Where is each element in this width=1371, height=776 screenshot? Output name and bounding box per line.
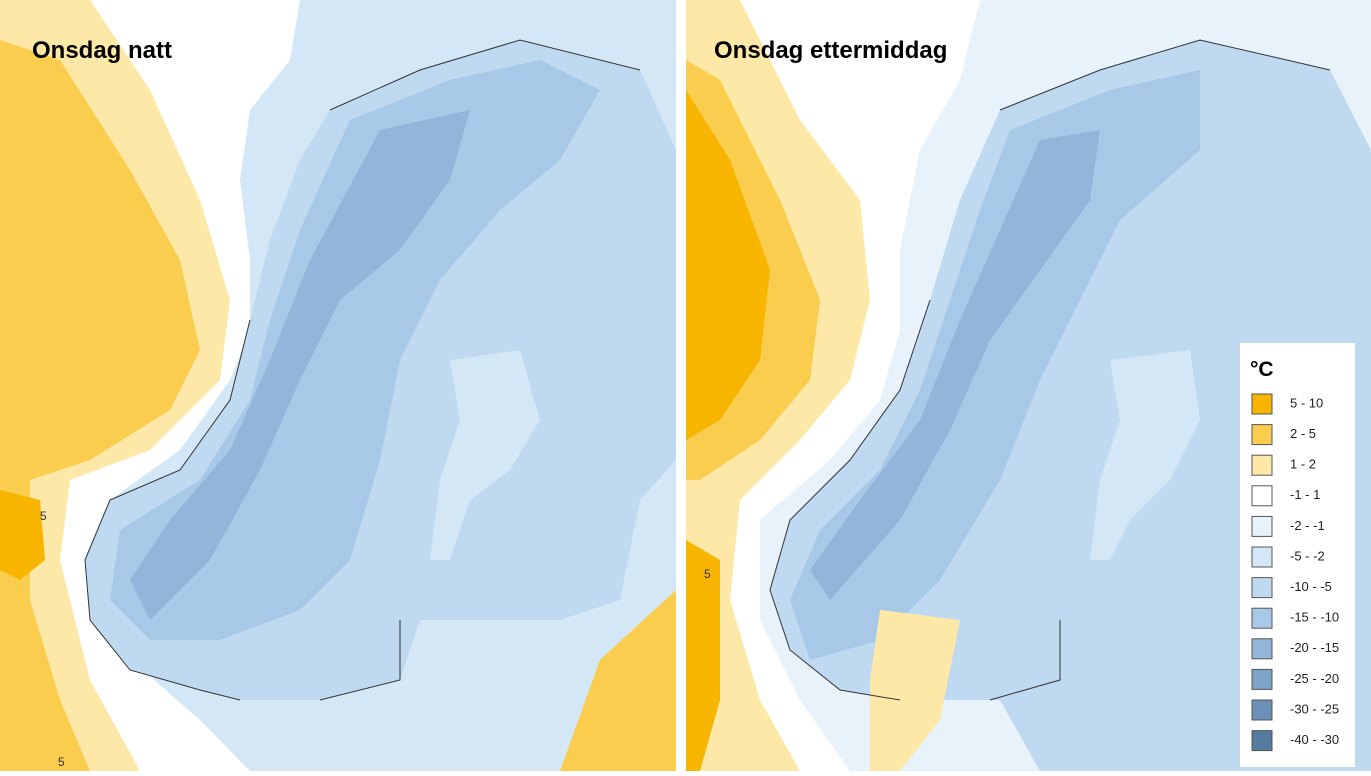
legend-label: -15 - -10 xyxy=(1290,610,1339,625)
coastline xyxy=(84,39,641,701)
coastline xyxy=(769,39,1331,701)
legend-swatch xyxy=(1251,730,1273,752)
legend-label: -30 - -25 xyxy=(1290,701,1339,716)
panel-title: Onsdag ettermiddag xyxy=(714,37,947,64)
legend: °C 5 - 10 2 - 5 1 - 2 -1 - 1 -2 - -1 -5 - -2 -… xyxy=(1240,343,1355,767)
map-panel: Onsdag natt 5 5 xyxy=(0,0,676,771)
zone-warmer xyxy=(560,590,676,771)
legend-label: 2 - 5 xyxy=(1290,426,1316,441)
legend-label: 5 - 10 xyxy=(1290,395,1323,410)
legend-swatch xyxy=(1251,699,1273,721)
panel-title: Onsdag natt xyxy=(32,37,172,64)
legend-swatch xyxy=(1251,546,1273,568)
contour-label: 5 xyxy=(58,755,65,769)
legend-label: -25 - -20 xyxy=(1290,671,1339,686)
legend-label: -10 - -5 xyxy=(1290,579,1332,594)
legend-label: -1 - 1 xyxy=(1290,487,1320,502)
legend-swatch xyxy=(1251,454,1273,476)
gulf-of-bothnia xyxy=(1090,350,1200,560)
legend-label: -2 - -1 xyxy=(1290,518,1325,533)
zone-warmest xyxy=(686,540,720,771)
legend-swatch xyxy=(1251,577,1273,599)
legend-swatch xyxy=(1251,607,1273,629)
legend-label: 1 - 2 xyxy=(1290,457,1316,472)
legend-swatch xyxy=(1251,393,1273,415)
legend-label: -20 - -15 xyxy=(1290,640,1339,655)
legend-swatch xyxy=(1251,485,1273,507)
legend-swatch xyxy=(1251,515,1273,537)
legend-label: -40 - -30 xyxy=(1290,732,1339,747)
zone-warmer xyxy=(0,40,200,771)
legend-swatch xyxy=(1251,424,1273,446)
legend-unit: °C xyxy=(1250,358,1274,381)
legend-label: -5 - -2 xyxy=(1290,548,1325,563)
legend-swatch xyxy=(1251,638,1273,660)
zone-warm xyxy=(870,610,960,771)
gulf-of-bothnia xyxy=(430,350,540,560)
land-coldest xyxy=(810,130,1100,600)
zone-warmest xyxy=(686,90,770,440)
land-coldest xyxy=(130,110,470,620)
contour-label: 5 xyxy=(704,567,711,581)
zone-warmest xyxy=(0,490,45,580)
legend-swatch xyxy=(1251,668,1273,690)
panel-divider xyxy=(676,0,686,771)
contour-label: 5 xyxy=(40,509,47,523)
